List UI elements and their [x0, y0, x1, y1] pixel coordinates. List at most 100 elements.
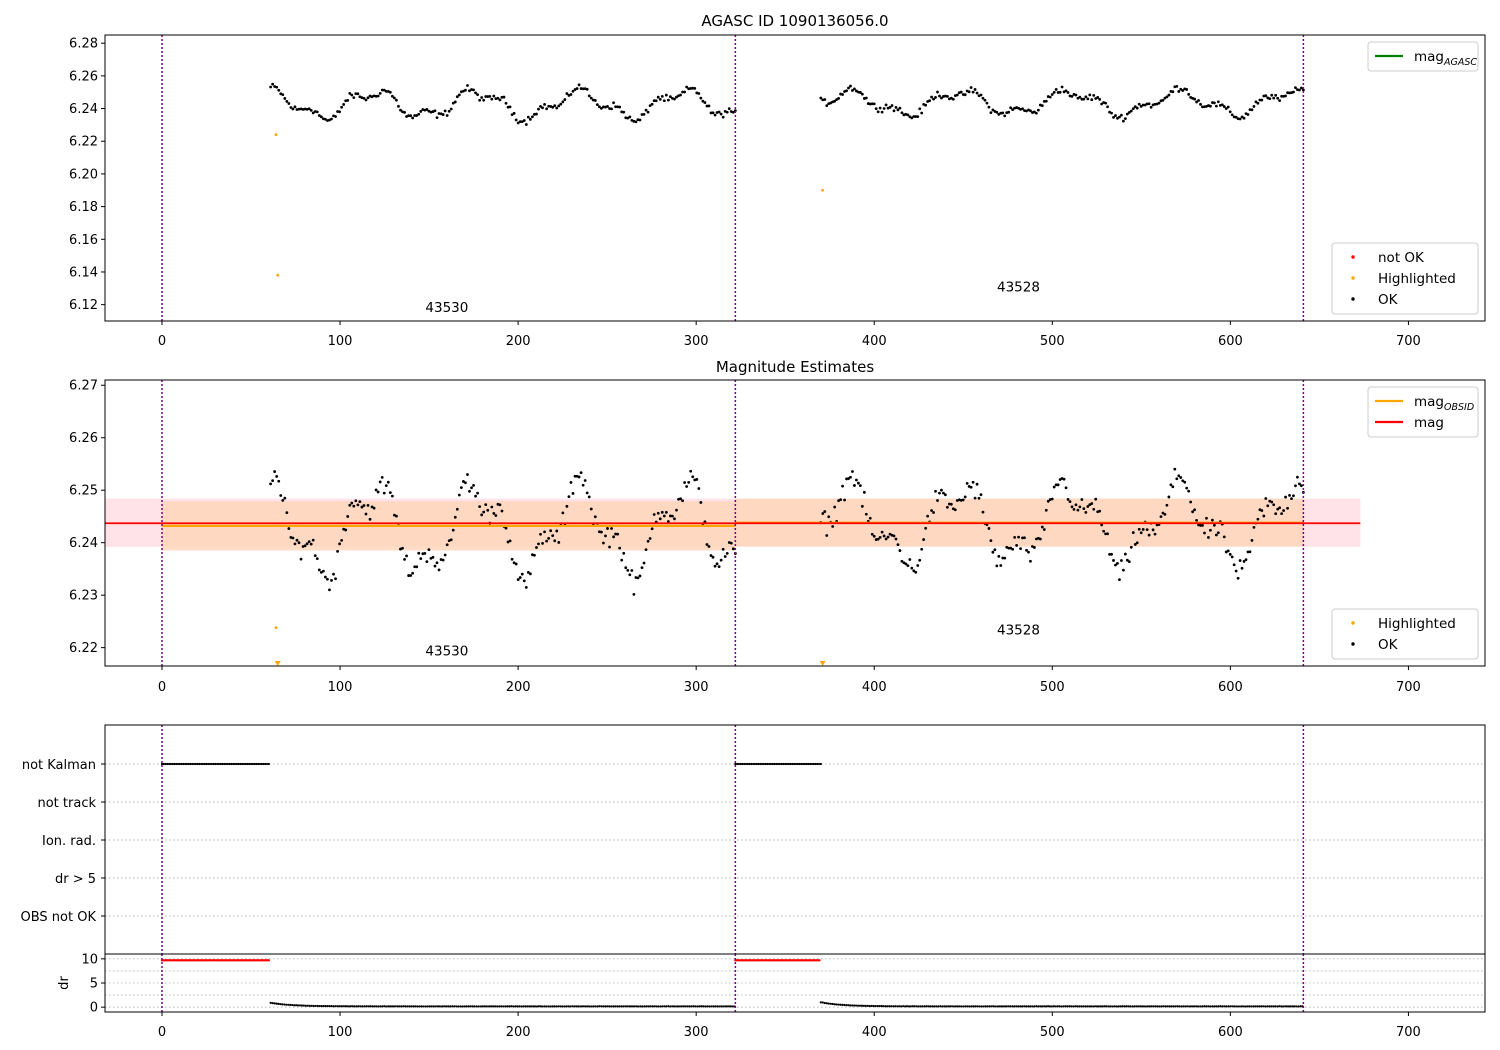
dr-point [1158, 1005, 1161, 1008]
dr-point [882, 1005, 885, 1008]
dr-point [1003, 1005, 1007, 1008]
flag-point [230, 762, 233, 766]
ok-point [441, 113, 445, 116]
flag-point [162, 762, 165, 766]
dr-point [1172, 1005, 1175, 1008]
dr-point [997, 1005, 1001, 1008]
dr-point [915, 1005, 918, 1008]
dr-point [375, 1005, 378, 1008]
dr-point [451, 1005, 454, 1008]
dr-point [1046, 1005, 1050, 1008]
dr-point [935, 1005, 938, 1008]
ok-point [330, 117, 333, 121]
dr-point [473, 1005, 476, 1008]
ok-point [533, 112, 536, 116]
dr-point [494, 1005, 497, 1008]
dr-point [1011, 1005, 1014, 1008]
ok-point [1258, 98, 1262, 102]
flag-point [805, 762, 808, 766]
dr-point [639, 1005, 642, 1008]
dr-point [880, 1004, 883, 1008]
ok-point [1193, 97, 1197, 101]
ok-point [311, 111, 315, 115]
dr-point [475, 1005, 478, 1008]
ok-point [1112, 559, 1115, 562]
ok-point [569, 93, 573, 96]
dr-point [332, 1005, 335, 1008]
ok-point [729, 541, 733, 545]
dr-point [827, 1002, 830, 1005]
dr-point [465, 1005, 468, 1008]
flag-point [237, 762, 240, 766]
highlighted-point [274, 133, 278, 137]
dr-point [1088, 1005, 1091, 1008]
ok-point [991, 550, 995, 554]
highlighted-point [821, 188, 824, 192]
ok-point [697, 92, 701, 95]
dr-ylabel: dr [57, 976, 72, 990]
y-tick-label: 6.25 [69, 484, 98, 499]
ok-point [1072, 507, 1076, 511]
ok-point [321, 569, 325, 573]
flag-point [810, 762, 814, 766]
ok-point [949, 502, 953, 506]
dr-point [355, 1005, 358, 1008]
dr-point [318, 1004, 321, 1008]
dr-point [447, 1005, 450, 1008]
dr-point [281, 1003, 284, 1006]
ok-point [1240, 115, 1244, 119]
ok-point [1122, 568, 1125, 572]
dr-point [1221, 1005, 1224, 1008]
ok-point [1034, 111, 1038, 115]
flag-point [205, 762, 208, 766]
dr-point [1203, 1005, 1206, 1008]
legend-box [1331, 608, 1479, 660]
ok-point [472, 88, 475, 92]
dr-point [1044, 1005, 1048, 1008]
ok-point [457, 93, 461, 97]
dr-point [1005, 1005, 1008, 1008]
ok-point [338, 542, 342, 546]
ok-point [920, 547, 924, 551]
dr-point [831, 1002, 834, 1006]
flag-point [175, 762, 178, 766]
ok-point [480, 96, 484, 99]
dr-point [694, 1005, 697, 1008]
ok-point [1238, 117, 1242, 121]
dr-point [449, 1005, 452, 1008]
ok-point [1171, 485, 1175, 489]
ok-point [535, 546, 538, 549]
agasc-panel: AGASC ID 1090136056.0 0 100 200 300 400 500 60… [69, 12, 1486, 349]
ok-point [634, 120, 638, 124]
dr-point [557, 1005, 560, 1008]
ok-point [1139, 104, 1143, 108]
flag-point [201, 762, 205, 766]
dr-point [1039, 1005, 1042, 1008]
ok-point [652, 99, 656, 103]
dr-point [508, 1005, 511, 1008]
ok-point [352, 504, 356, 508]
x-tick-label: 400 [862, 680, 887, 695]
dr-point [1129, 1005, 1132, 1008]
ok-point [533, 553, 536, 557]
estimates-panel: Magnitude Estimates 0 100 200 300 400 500 600 7… [69, 358, 1486, 695]
dr-point [643, 1005, 646, 1008]
ok-point [415, 565, 419, 569]
dr-point [941, 1005, 944, 1008]
dr-point [535, 1005, 539, 1008]
ok-point [508, 105, 512, 109]
ok-point [348, 91, 352, 95]
ok-point [1165, 503, 1169, 507]
ok-point [332, 572, 335, 576]
dr-point [988, 1005, 991, 1008]
ok-point [362, 504, 366, 507]
ok-point [334, 577, 337, 581]
flag-point [755, 762, 758, 766]
dr-point [1176, 1005, 1179, 1008]
ok-point [411, 571, 415, 575]
flag-point [814, 762, 817, 766]
ok-point [638, 118, 642, 122]
dr-point [563, 1005, 566, 1008]
flag-point [796, 762, 799, 766]
dr-point [520, 1005, 523, 1008]
